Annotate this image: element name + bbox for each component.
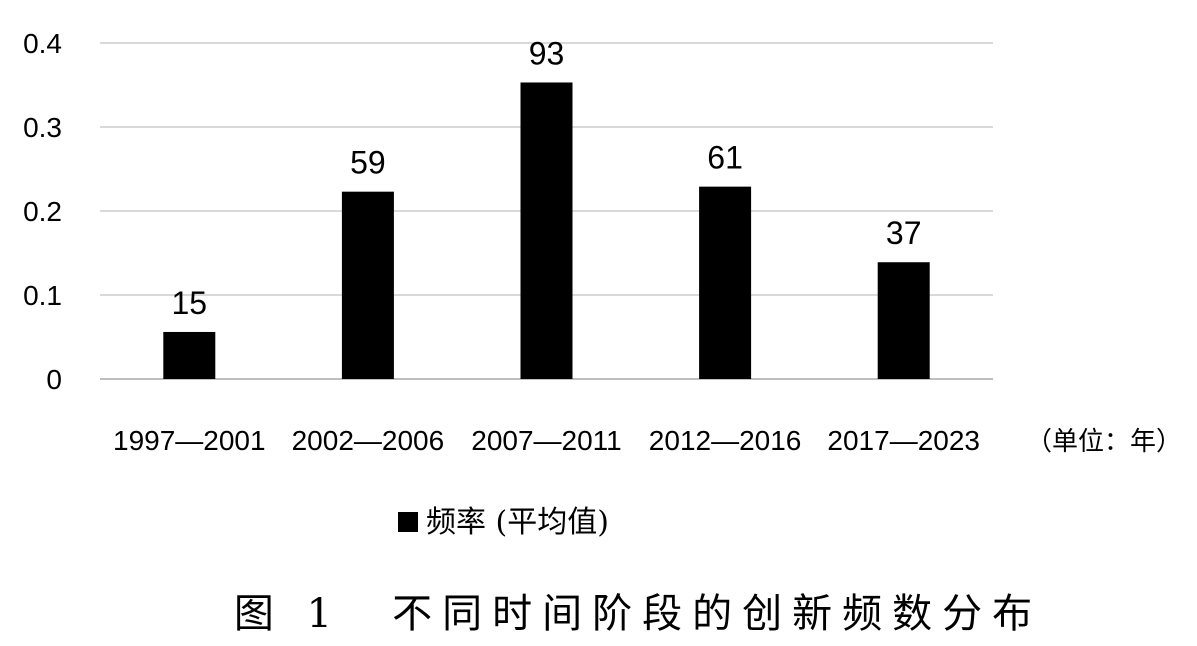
y-tick-label: 0.1 [23, 280, 62, 311]
unit-note: （单位：年） [1026, 427, 1182, 457]
x-tick-label: 1997—2001 [113, 425, 266, 456]
bar [341, 191, 394, 379]
data-label: 15 [172, 285, 208, 321]
bar [877, 262, 930, 379]
y-axis-ticks: 0 0.1 0.2 0.3 0.4 [23, 28, 62, 395]
x-axis-ticks: 1997—2001 2002—2006 2007—2011 2012—2016 2017… [113, 425, 980, 456]
legend: 频率 (平均值) [398, 505, 609, 540]
data-label: 61 [707, 140, 743, 176]
x-tick-label: 2017—2023 [827, 425, 980, 456]
bars [163, 82, 930, 379]
figure-caption: 图 1 不同时间阶段的创新频数分布 [234, 591, 1042, 637]
x-tick-label: 2012—2016 [649, 425, 802, 456]
y-tick-label: 0.4 [23, 28, 62, 59]
bar [699, 186, 752, 379]
bar [163, 331, 216, 379]
data-label: 59 [350, 145, 386, 181]
legend-swatch [398, 512, 418, 532]
x-tick-label: 2007—2011 [471, 425, 622, 456]
data-label: 37 [886, 215, 922, 251]
y-tick-label: 0 [46, 364, 62, 395]
bar [520, 82, 573, 379]
legend-label: 频率 (平均值) [426, 505, 609, 540]
y-tick-label: 0.2 [23, 196, 62, 227]
y-tick-label: 0.3 [23, 112, 62, 143]
x-tick-label: 2002—2006 [292, 425, 445, 456]
data-labels: 15 59 93 61 37 [172, 35, 922, 320]
data-label: 93 [529, 35, 565, 71]
